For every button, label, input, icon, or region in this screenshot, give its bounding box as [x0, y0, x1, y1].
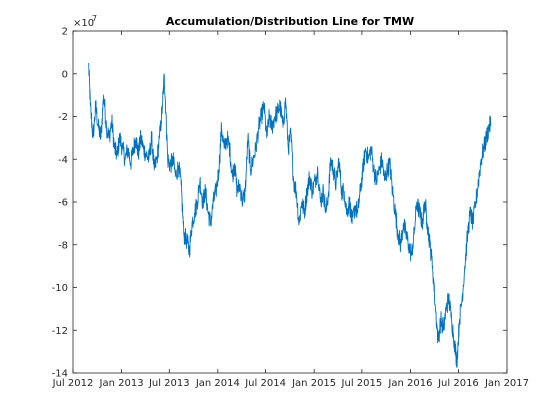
y-tick-label: -14 [52, 369, 68, 380]
plot-area: -14-12-10-8-6-4-202 Jul 2012 Jan 2013 Jul … [52, 27, 529, 390]
x-tick-label: Jan 2015 [291, 378, 336, 389]
plot-box [72, 30, 508, 374]
series-line [88, 63, 492, 368]
y-tick-label: -10 [52, 283, 68, 294]
x-tick-label: Jul 2012 [52, 378, 94, 389]
y-tick-label: 0 [62, 69, 68, 80]
x-tick-label: Jan 2014 [195, 378, 240, 389]
x-tick-label: Jan 2013 [99, 378, 144, 389]
y-tick-label: -8 [58, 240, 68, 251]
y-tick-label: -2 [58, 112, 68, 123]
x-tick-label: Jan 2016 [387, 378, 432, 389]
y-multiplier-base: ×10 [73, 18, 94, 29]
y-axis: -14 -12 -10 -8 -6 -4 -2 0 2 [52, 27, 507, 380]
y-multiplier: ×10 7 [73, 14, 97, 29]
x-tick-label: Jul 2015 [341, 378, 383, 389]
x-tick-label: Jul 2013 [148, 378, 190, 389]
y-tick-label: -4 [58, 155, 68, 166]
y-tick-label: -12 [52, 326, 68, 337]
x-tick-label: Jul 2014 [244, 378, 286, 389]
x-tick-label: Jan 2017 [484, 378, 529, 389]
y-multiplier-exponent: 7 [92, 14, 97, 23]
x-axis: Jul 2012 Jan 2013 Jul 2013 Jan 2014 Jul 2014… [52, 31, 529, 389]
y-tick-label: 2 [62, 27, 68, 38]
y-tick-label: -6 [58, 198, 68, 209]
x-tick-label: Jul 2016 [437, 378, 479, 389]
chart-title: Accumulation/Distribution Line for TMW [166, 15, 414, 28]
